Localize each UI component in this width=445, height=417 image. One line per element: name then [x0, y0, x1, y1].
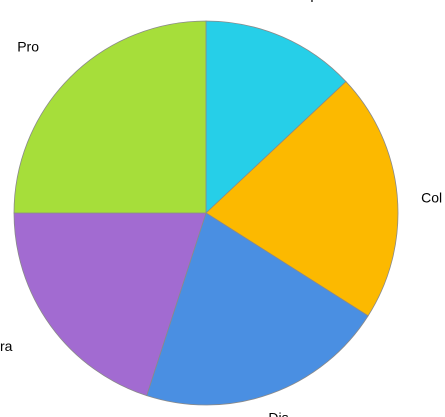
- pie-label-col: Col: [421, 190, 442, 206]
- pie-label-acq: Acq: [289, 0, 313, 2]
- pie-label-dis: Dis: [268, 409, 288, 417]
- pie-slice-pra: [13, 212, 207, 397]
- pie-label-pro: Pro: [17, 39, 39, 55]
- pie-label-pra: Pra: [0, 338, 13, 354]
- pie-slice-col: [205, 81, 399, 317]
- pie-slice-pro: [13, 20, 207, 214]
- pie-slice-dis: [146, 212, 369, 406]
- pie-slices: [13, 20, 399, 406]
- pie-slice-acq: [205, 20, 347, 214]
